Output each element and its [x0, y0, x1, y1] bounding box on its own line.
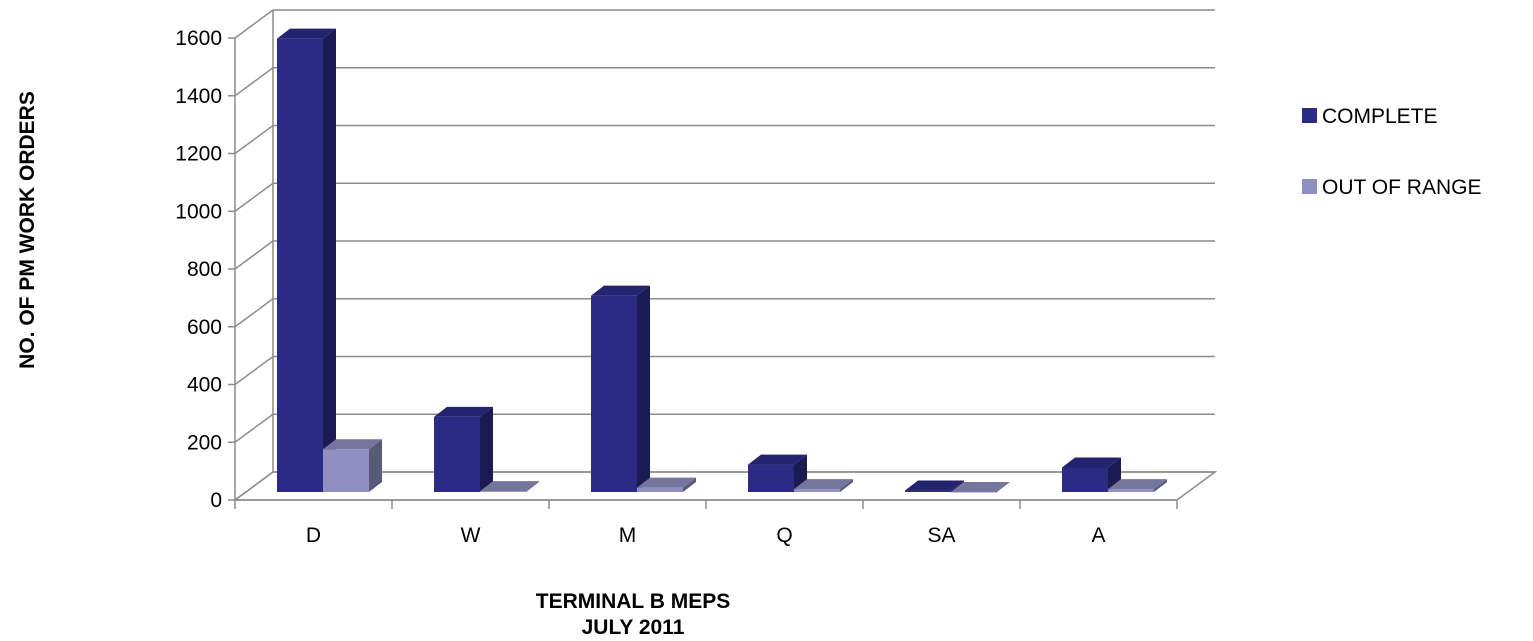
legend-label-complete: COMPLETE	[1322, 105, 1438, 128]
bar-top	[277, 28, 336, 39]
legend-label-out-of-range: OUT OF RANGE	[1322, 176, 1481, 199]
bars	[277, 28, 1167, 493]
y-tick-labels: 0 200 400 600 800 1000 1200 1400 1600	[175, 27, 222, 512]
bar-front	[951, 492, 997, 493]
y-tick-label: 600	[187, 316, 222, 339]
bar-complete-m	[591, 285, 650, 492]
y-axis-title: NO. OF PM WORK ORDERS	[16, 91, 39, 369]
bar-top	[637, 477, 696, 488]
bar-front	[794, 489, 840, 492]
bar-out-of-range-d	[323, 439, 382, 492]
bar-out-of-range-a	[1108, 479, 1167, 492]
y-tick-label: 1600	[175, 27, 222, 50]
bar-front	[277, 38, 323, 492]
gridline-side	[234, 471, 274, 501]
y-tick-label: 1200	[175, 143, 222, 166]
y-tick-label: 400	[187, 374, 222, 397]
x-axis-title-line-2: JULY 2011	[582, 616, 685, 639]
bar-front	[434, 416, 480, 492]
bar-complete-w	[434, 406, 493, 492]
axes	[228, 10, 1178, 509]
bar-side	[951, 480, 964, 492]
bar-complete-sa	[905, 480, 964, 492]
bar-out-of-range-sa	[951, 482, 1010, 493]
x-tick-label: W	[461, 524, 481, 547]
bar-out-of-range-m	[637, 477, 696, 492]
y-tick-label: 0	[210, 489, 222, 512]
bar-out-of-range-w	[480, 481, 539, 492]
bar-top	[1062, 457, 1121, 468]
y-tick-label: 1400	[175, 85, 222, 108]
legend-swatch-out-of-range	[1302, 179, 1317, 194]
bar-front	[323, 449, 369, 492]
bar-side	[840, 479, 853, 492]
bar-front	[637, 487, 683, 492]
bar-front	[905, 490, 951, 492]
legend: COMPLETE OUT OF RANGE	[1302, 105, 1481, 199]
x-tick-label: Q	[776, 524, 792, 547]
bar-front	[1108, 489, 1154, 492]
x-tick-label: D	[306, 524, 321, 547]
bar-side	[369, 439, 382, 492]
bar-front	[1062, 467, 1108, 492]
bar-top	[794, 479, 853, 490]
bar-out-of-range-q	[794, 479, 853, 492]
bar-top	[951, 482, 1010, 492]
bar-front	[591, 295, 637, 492]
gridline-side	[234, 9, 274, 39]
bar-top	[1108, 479, 1167, 490]
bar-top	[905, 480, 964, 491]
bar-top	[748, 454, 807, 465]
bar-side	[637, 285, 650, 492]
bar-side	[526, 481, 539, 492]
bar-side	[1154, 479, 1167, 492]
gridline-side	[234, 182, 274, 212]
gridline-side	[234, 298, 274, 328]
y-tick-label: 800	[187, 258, 222, 281]
x-tick-label: A	[1091, 524, 1105, 547]
x-tick-label: SA	[927, 524, 955, 547]
gridline-side	[234, 67, 274, 97]
bar-top	[323, 439, 382, 450]
gridline-side	[234, 124, 274, 155]
x-tick-labels: D W M Q SA A	[306, 524, 1106, 547]
bar-side	[683, 477, 696, 492]
bar-complete-d	[277, 28, 336, 492]
bar-top	[434, 406, 493, 417]
x-tick-label: M	[619, 524, 637, 547]
bar-top	[591, 285, 650, 296]
gridline-side	[234, 240, 274, 270]
gridlines	[234, 9, 1215, 501]
x-axis-title-line-1: TERMINAL B MEPS	[536, 590, 730, 613]
legend-swatch-complete	[1302, 108, 1317, 123]
y-tick-label: 1000	[175, 200, 222, 223]
bar-front	[748, 464, 794, 492]
bar-front	[480, 491, 526, 492]
bar-top	[480, 481, 539, 492]
y-tick-label: 200	[187, 431, 222, 454]
bar-side	[323, 28, 336, 492]
bar-side	[480, 406, 493, 492]
gridline-side	[234, 413, 274, 443]
gridline-side	[234, 355, 274, 386]
